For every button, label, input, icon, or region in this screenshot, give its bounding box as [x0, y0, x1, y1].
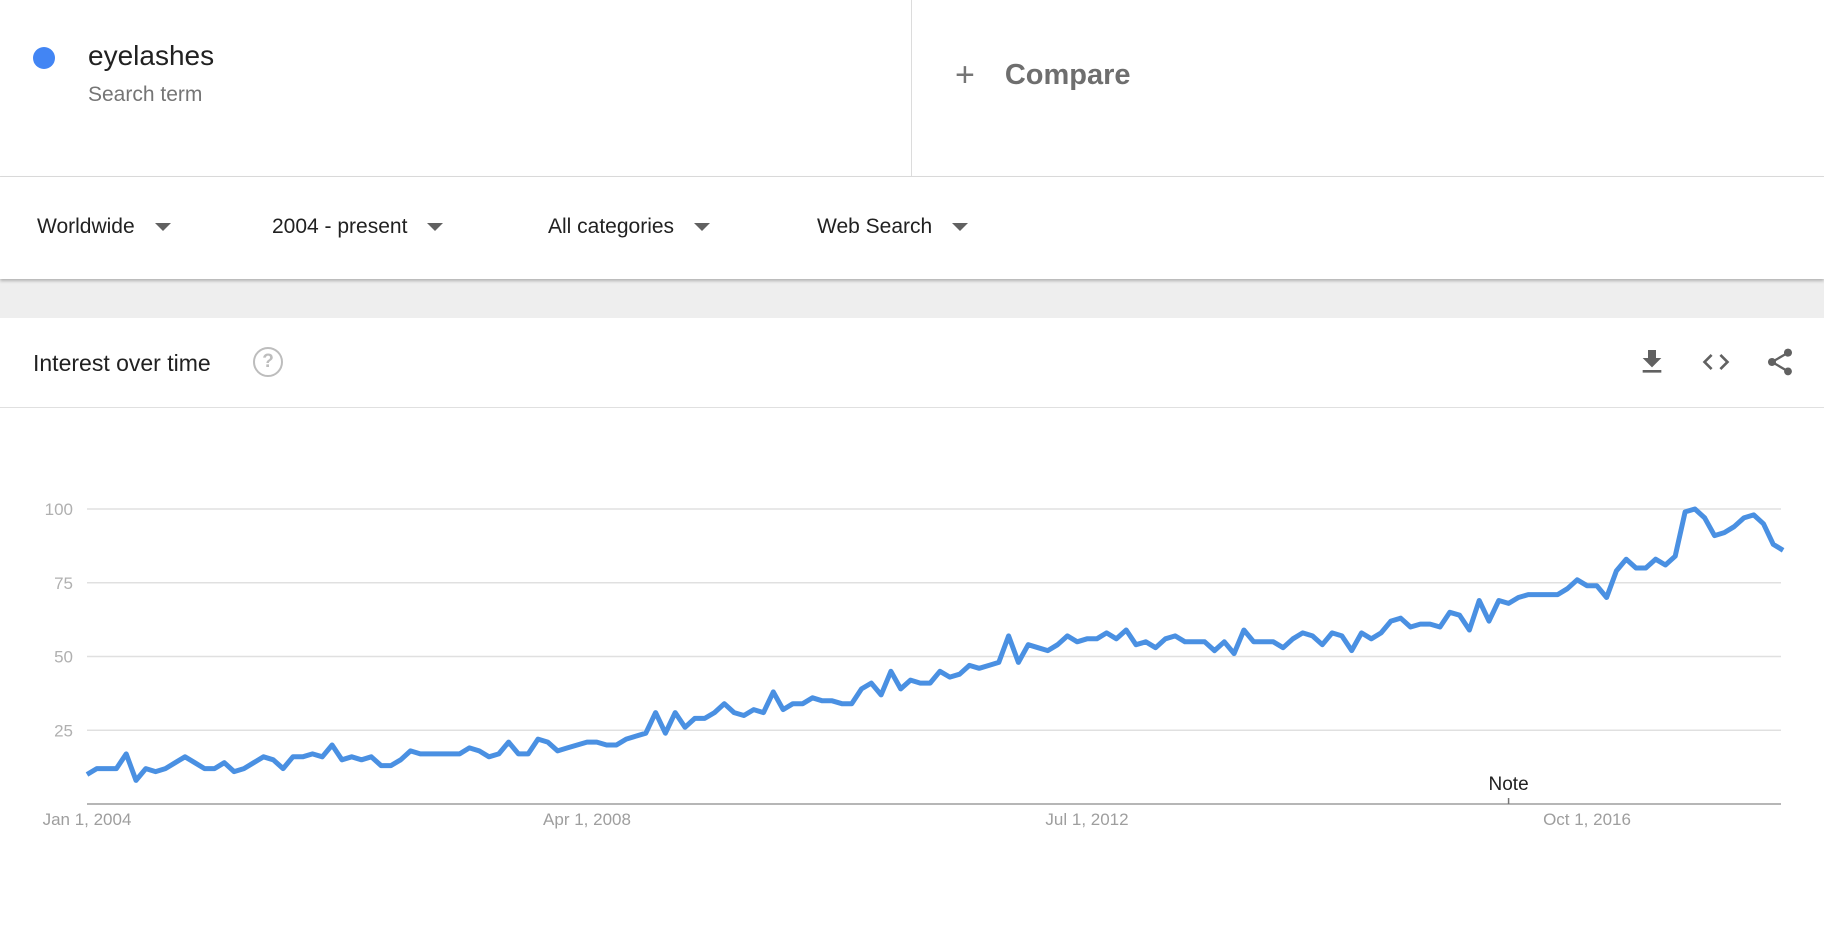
separator-band [0, 279, 1824, 318]
search-type-filter[interactable]: Web Search [817, 215, 969, 239]
card-header: Interest over time ? [0, 318, 1824, 408]
time-range-filter[interactable]: 2004 - present [272, 215, 444, 239]
y-tick-label: 100 [45, 500, 73, 519]
y-tick-label: 75 [54, 574, 73, 593]
caret-down-icon [694, 223, 711, 231]
caret-down-icon [427, 223, 444, 231]
filter-label: Worldwide [37, 215, 135, 238]
x-tick-label: Jan 1, 2004 [43, 810, 132, 829]
note-annotation[interactable]: Note [1489, 774, 1529, 804]
divider [911, 0, 912, 176]
card-title: Interest over time [33, 350, 211, 376]
filter-label: Web Search [817, 215, 933, 238]
location-filter[interactable]: Worldwide [37, 215, 171, 239]
share-icon[interactable] [1764, 346, 1796, 378]
compare-button[interactable]: + Compare [955, 58, 1131, 92]
caret-down-icon [952, 223, 969, 231]
search-term-type: Search term [88, 83, 203, 106]
category-filter[interactable]: All categories [548, 215, 711, 239]
filter-label: 2004 - present [272, 215, 408, 238]
term-color-dot [33, 47, 55, 69]
series-line-eyelashes[interactable] [85, 506, 1785, 783]
x-tick-label: Jul 1, 2012 [1045, 810, 1128, 829]
x-axis-labels: Jan 1, 2004 Apr 1, 2008 Jul 1, 2012 Oct 1, … [43, 810, 1631, 829]
embed-code-icon[interactable] [1700, 346, 1732, 378]
x-tick-label: Oct 1, 2016 [1543, 810, 1631, 829]
search-term-name[interactable]: eyelashes [88, 40, 215, 71]
note-label: Note [1489, 774, 1529, 795]
compare-label: Compare [1004, 58, 1131, 91]
interest-over-time-chart: 25 50 75 100 Jan 1, 2004 Apr 1, 2008 Jul 1, 2… [43, 500, 1785, 829]
download-icon[interactable] [1636, 346, 1668, 378]
y-axis-labels: 25 50 75 100 [45, 500, 73, 740]
y-tick-label: 50 [54, 648, 73, 667]
x-tick-label: Apr 1, 2008 [543, 810, 631, 829]
plus-icon: + [955, 56, 975, 94]
gridlines [87, 508, 1781, 805]
filter-label: All categories [548, 215, 675, 238]
y-tick-label: 25 [54, 721, 73, 740]
search-term-bar: eyelashes Search term + Compare [0, 0, 1824, 177]
caret-down-icon [154, 223, 171, 231]
filter-bar: Worldwide 2004 - present All categories … [0, 177, 1824, 279]
help-circle-icon[interactable]: ? [253, 347, 283, 377]
